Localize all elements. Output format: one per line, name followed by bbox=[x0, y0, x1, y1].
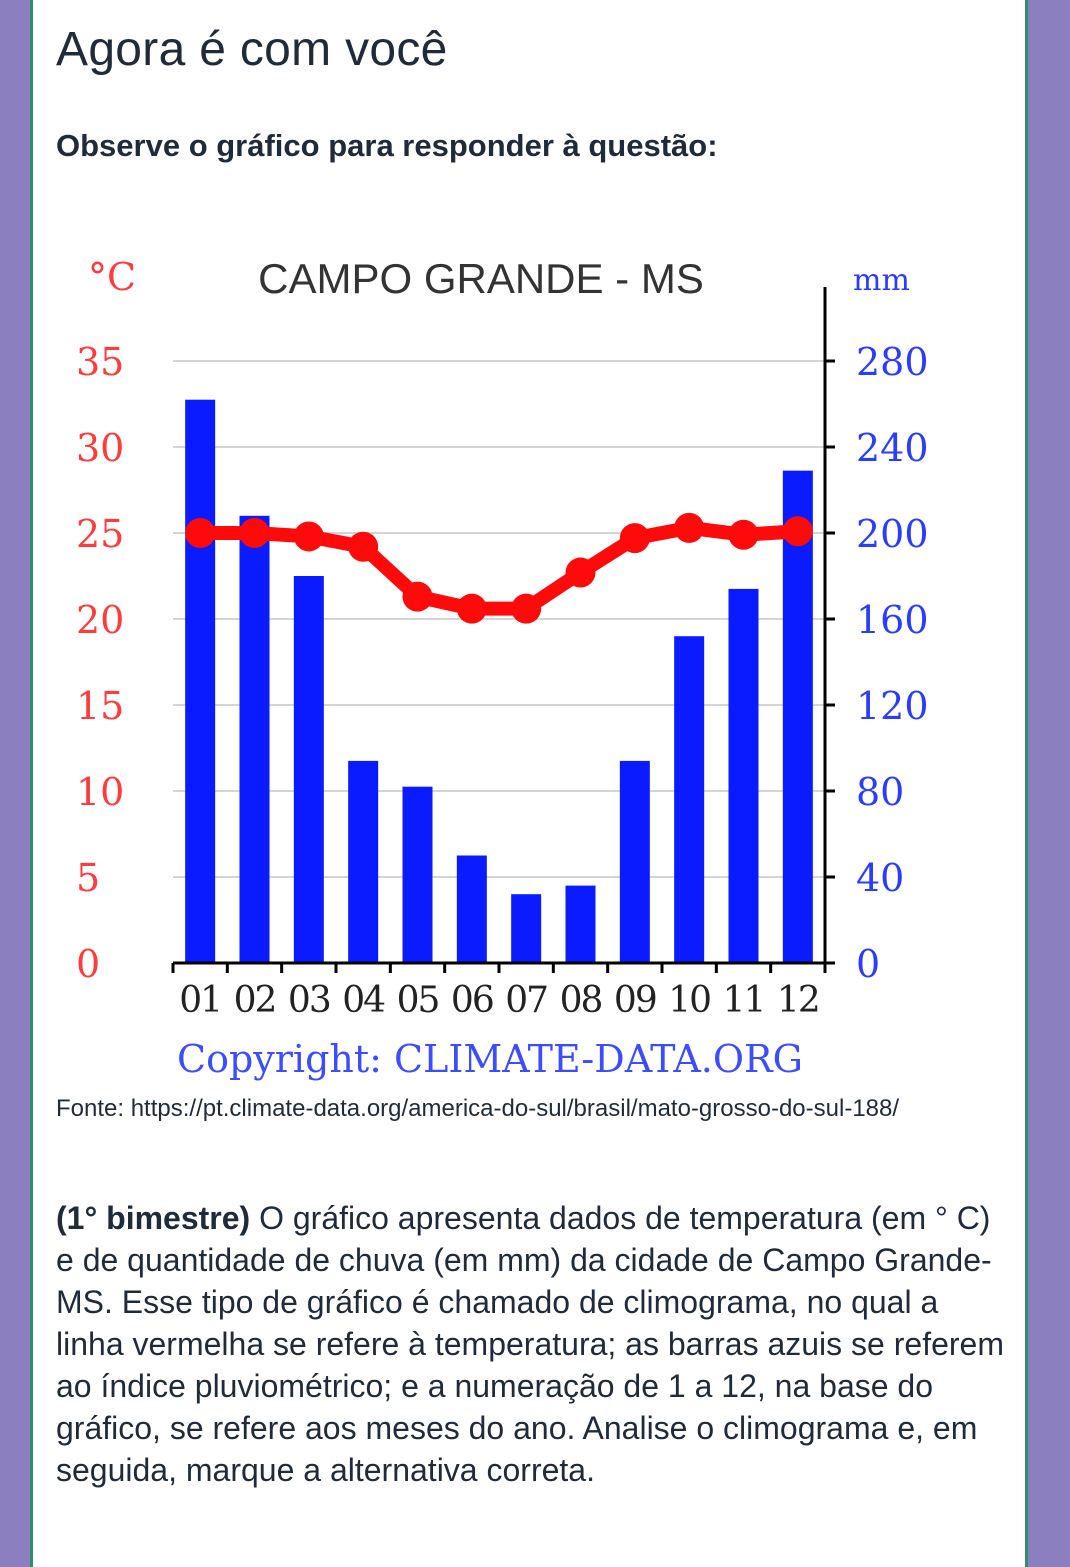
right-axis-unit: mm bbox=[853, 263, 910, 298]
precipitation-bar bbox=[402, 786, 433, 963]
precipitation-bar bbox=[728, 588, 759, 963]
source-caption: Fonte: https://pt.climate-data.org/ameri… bbox=[56, 1095, 900, 1122]
x-tick-label: 12 bbox=[777, 980, 819, 1021]
temperature-point bbox=[185, 518, 216, 548]
right-tick-label: 120 bbox=[856, 684, 929, 728]
right-tick-label: 40 bbox=[856, 856, 904, 900]
chart-title: CAMPO GRANDE - MS bbox=[258, 255, 704, 302]
right-tick-label: 0 bbox=[856, 942, 880, 986]
right-tick-label: 200 bbox=[856, 512, 929, 556]
right-tick-label: 240 bbox=[856, 426, 929, 470]
question-text: (1° bimestre) O gráfico apresenta dados … bbox=[56, 1197, 1006, 1491]
temperature-point bbox=[728, 519, 759, 550]
content-card: Agora é com você Observe o gráfico para … bbox=[30, 0, 1028, 1567]
left-tick-label: 10 bbox=[76, 770, 124, 814]
left-axis-unit: °C bbox=[88, 255, 136, 299]
question-label: (1° bimestre) bbox=[56, 1200, 251, 1236]
precipitation-bar bbox=[456, 855, 487, 963]
temperature-point bbox=[239, 518, 270, 548]
x-tick-label: 09 bbox=[614, 980, 656, 1021]
temperature-point bbox=[782, 516, 813, 547]
x-tick-label: 01 bbox=[179, 980, 221, 1021]
temperature-point bbox=[456, 593, 487, 624]
precipitation-bar bbox=[348, 760, 379, 963]
left-tick-label: 25 bbox=[76, 512, 124, 556]
x-tick-label: 10 bbox=[668, 980, 710, 1021]
precipitation-bar bbox=[293, 576, 324, 963]
x-tick-label: 08 bbox=[560, 980, 602, 1021]
precipitation-bar bbox=[619, 760, 650, 963]
left-tick-label: 0 bbox=[76, 942, 100, 986]
left-tick-label: 15 bbox=[76, 684, 124, 728]
precipitation-bars bbox=[185, 399, 813, 963]
x-tick-label: 06 bbox=[451, 980, 493, 1021]
temperature-point bbox=[348, 531, 379, 562]
left-tick-label: 35 bbox=[76, 340, 124, 384]
left-tick-label: 30 bbox=[76, 426, 124, 470]
left-tick-label: 20 bbox=[76, 598, 124, 642]
question-body: O gráfico apresenta dados de temperatura… bbox=[56, 1200, 1004, 1488]
right-tick-label: 80 bbox=[856, 770, 904, 814]
precipitation-bar bbox=[239, 515, 270, 963]
precipitation-bar bbox=[185, 399, 216, 963]
temperature-point bbox=[511, 593, 542, 624]
temperature-line bbox=[185, 512, 813, 624]
temperature-polyline bbox=[193, 520, 805, 616]
instruction-text: Observe o gráfico para responder à quest… bbox=[56, 128, 718, 163]
x-tick-label: 11 bbox=[723, 980, 765, 1021]
x-tick-label: 05 bbox=[397, 980, 439, 1021]
precipitation-bar bbox=[782, 470, 813, 963]
copyright-label: Copyright: CLIMATE-DATA.ORG bbox=[177, 1037, 803, 1081]
grid-lines bbox=[173, 360, 825, 878]
temperature-point bbox=[293, 521, 324, 552]
x-tick-label: 03 bbox=[288, 980, 330, 1021]
right-tick-label: 280 bbox=[856, 340, 929, 384]
x-tick-label: 04 bbox=[342, 980, 385, 1021]
right-tick-label: 160 bbox=[856, 598, 929, 642]
temperature-point bbox=[674, 512, 705, 543]
x-tick-label: 02 bbox=[234, 980, 276, 1021]
temperature-point bbox=[402, 581, 433, 612]
precipitation-bar bbox=[565, 885, 596, 963]
temperature-point bbox=[619, 523, 650, 554]
x-tick-label: 07 bbox=[505, 980, 547, 1021]
page-title: Agora é com você bbox=[56, 23, 448, 76]
left-tick-label: 5 bbox=[76, 856, 100, 900]
temperature-point bbox=[565, 557, 596, 588]
precipitation-bar bbox=[674, 636, 705, 963]
precipitation-bar bbox=[511, 894, 542, 963]
